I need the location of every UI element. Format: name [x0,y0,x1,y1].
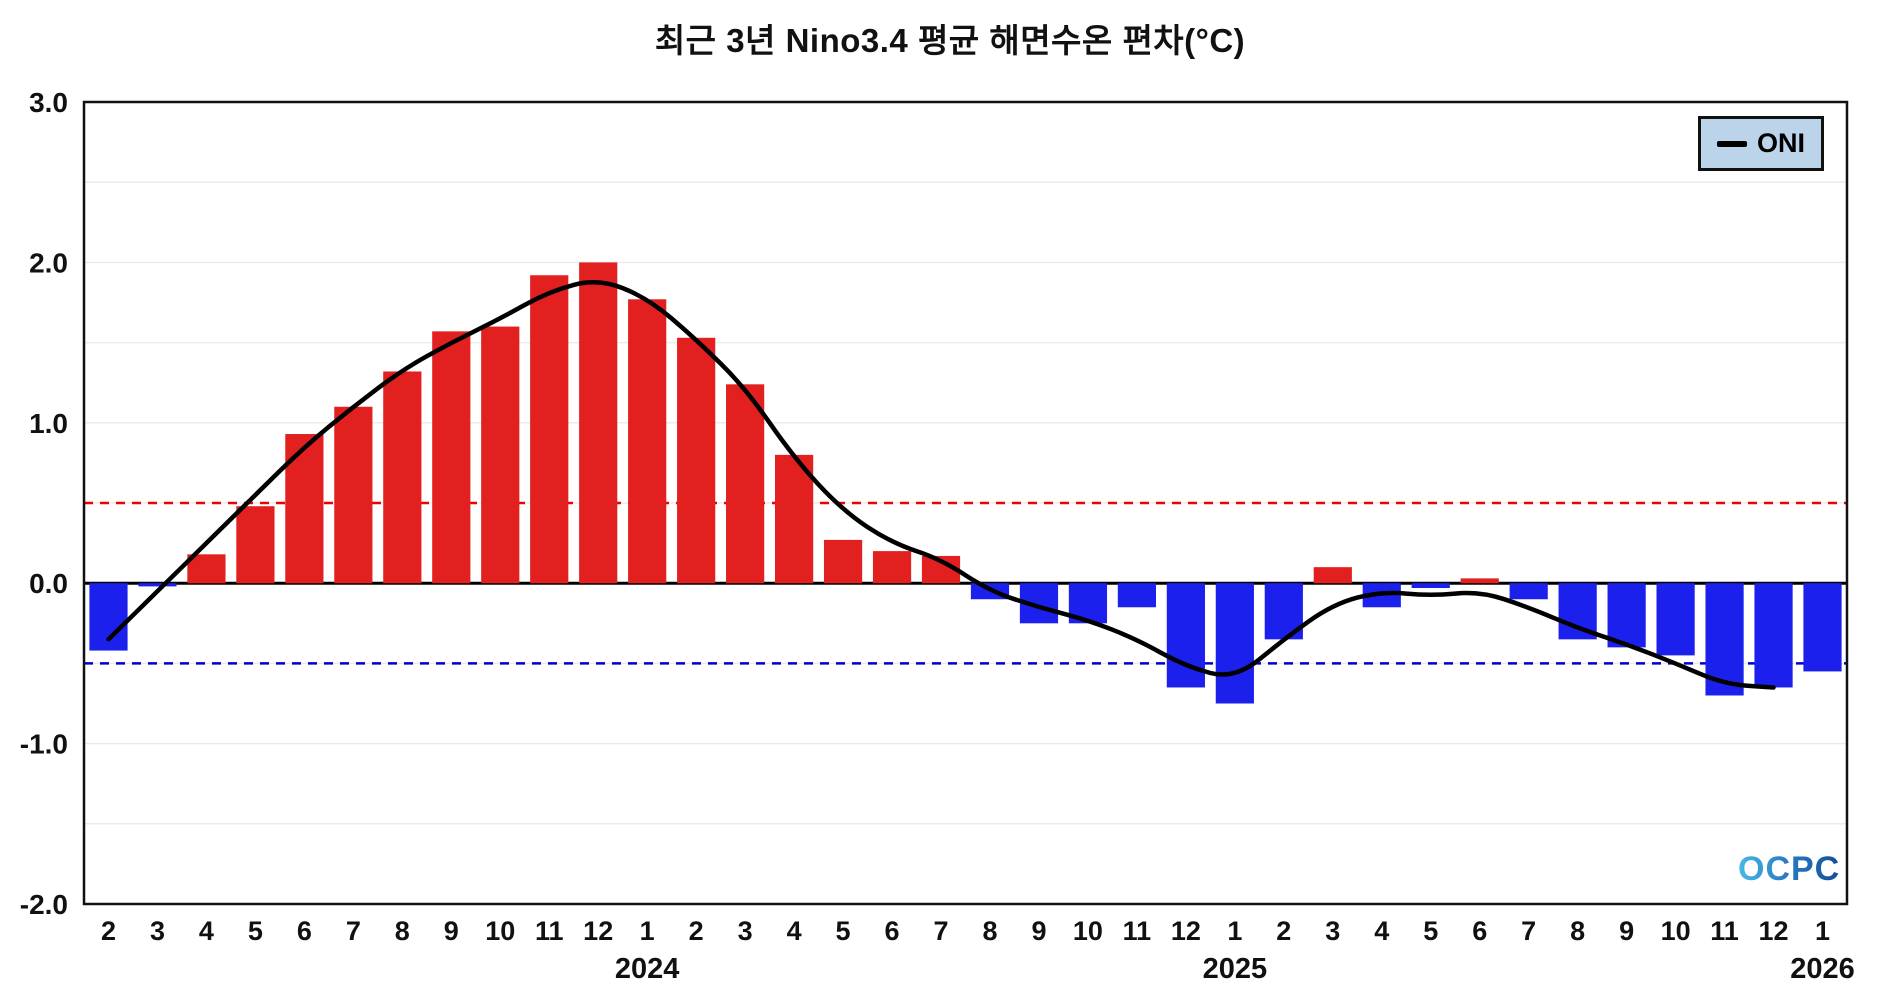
year-label-2026: 2026 [1790,953,1855,985]
y-tick-label: 2.0 [29,247,68,278]
bar-month-6 [1460,578,1499,584]
x-tick-label: 6 [297,916,312,946]
bar-month-7 [334,406,373,584]
bar-month-6 [872,551,912,584]
x-tick-label: 8 [395,916,410,946]
y-tick-label: -2.0 [20,889,68,920]
bar-month-3 [726,384,765,584]
y-tick-label: 1.0 [29,408,68,439]
x-tick-label: 7 [933,916,948,946]
bar-month-10 [481,326,520,584]
bar-month-4 [187,554,226,584]
x-tick-label: 4 [787,916,802,946]
x-tick-label: 3 [150,916,165,946]
bar-month-11 [530,275,569,584]
x-tick-label: 6 [885,916,900,946]
legend-label: ONI [1757,128,1806,158]
x-tick-label: 10 [1661,916,1691,946]
bar-month-10 [1656,583,1695,656]
x-tick-label: 9 [444,916,459,946]
x-tick-label: 7 [346,916,361,946]
bar-month-8 [383,371,422,584]
bar-month-5 [823,539,863,584]
plot-border [82,100,1849,906]
x-tick-label: 1 [640,916,655,946]
bar-month-2 [677,337,716,584]
y-tick-label: 3.0 [29,87,68,118]
x-tick-label: 12 [1759,916,1789,946]
x-tick-label: 4 [199,916,214,946]
x-tick-label: 9 [1619,916,1634,946]
y-tick-label: -1.0 [20,729,68,760]
x-tick-label: 10 [1073,916,1103,946]
year-label-2024: 2024 [615,953,680,985]
x-tick-label: 2 [101,916,116,946]
x-tick-label: 11 [535,916,564,946]
oni-line [106,280,1776,690]
x-tick-label: 3 [1325,916,1340,946]
x-tick-label: 11 [1710,916,1739,946]
bar-month-7 [1509,583,1548,600]
chart-title: 최근 3년 Nino3.4 평균 해면수온 편차(°C) [654,22,1246,59]
x-tick-label: 1 [1227,916,1242,946]
bar-month-4 [774,454,814,584]
ocpc-logo: OCPC [1738,850,1840,888]
bar-month-5 [1411,583,1450,589]
x-tick-label: 2 [689,916,704,946]
x-tick-label: 5 [1423,916,1438,946]
x-tick-label: 8 [1570,916,1585,946]
x-tick-label: 9 [1031,916,1046,946]
year-label-2025: 2025 [1203,953,1268,985]
x-tick-label: 10 [485,916,515,946]
bar-month-1 [628,299,667,584]
x-tick-label: 1 [1815,916,1830,946]
bar-month-12 [579,262,618,584]
bar-month-3 [1313,567,1352,584]
x-tick-label: 2 [1276,916,1291,946]
bar-month-9 [1607,583,1646,648]
bar-month-5 [236,506,275,584]
legend: ONI [1698,116,1825,171]
ocpc-logo-text: OCPC [1738,850,1840,888]
x-tick-label: 11 [1123,916,1152,946]
bar-month-6 [285,434,324,584]
bar-month-12 [1754,583,1793,688]
bar-month-11 [1117,583,1157,608]
x-tick-label: 4 [1374,916,1389,946]
x-tick-label: 12 [583,916,613,946]
x-tick-label: 6 [1472,916,1487,946]
x-tick-label: 12 [1171,916,1201,946]
bar-month-3 [138,583,177,587]
bar-month-1 [1215,583,1254,704]
y-tick-label: 0.0 [29,568,68,599]
bar-month-1 [1803,583,1842,672]
x-tick-label: 3 [738,916,753,946]
x-tick-label: 8 [982,916,997,946]
x-tick-label: 5 [836,916,851,946]
x-tick-label: 5 [248,916,263,946]
bar-month-9 [432,331,471,584]
x-tick-label: 7 [1521,916,1536,946]
oni-line-icon [1717,140,1747,147]
